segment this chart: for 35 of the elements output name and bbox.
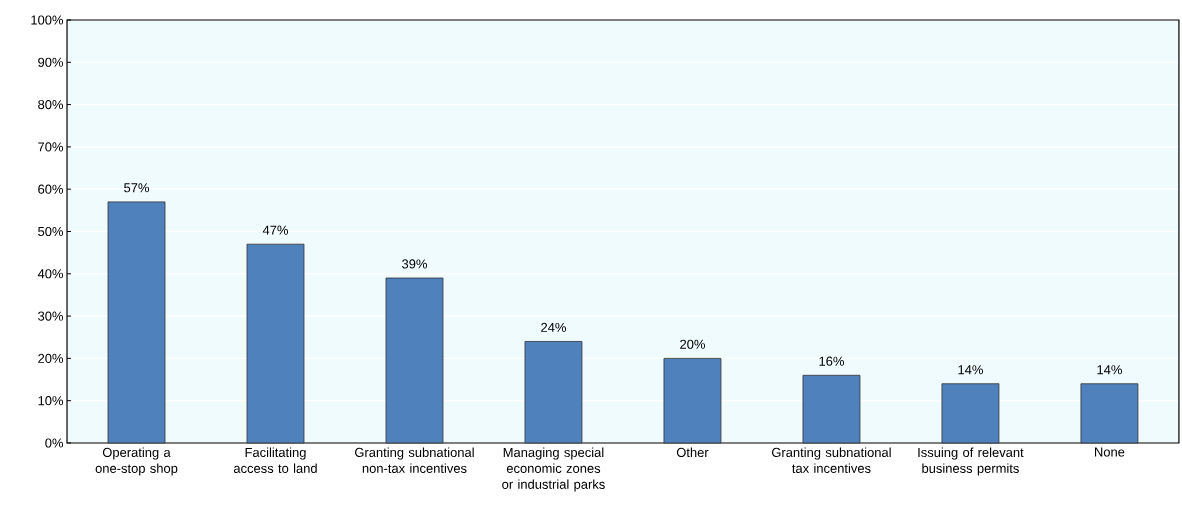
data-label: 24% — [541, 322, 566, 332]
data-label: 16% — [819, 356, 844, 366]
bar — [246, 243, 305, 444]
bar — [385, 277, 444, 444]
bar — [524, 341, 583, 444]
bar — [107, 201, 166, 444]
bar — [802, 374, 861, 444]
x-tick-label: Facilitating access to land — [233, 447, 317, 473]
bar — [1080, 383, 1139, 444]
data-label: 39% — [402, 259, 427, 269]
data-label: 20% — [680, 339, 705, 349]
bar — [941, 383, 1000, 444]
y-tick-label: 30% — [38, 311, 64, 321]
y-tick-label: 90% — [38, 57, 64, 67]
y-tick-label: 60% — [38, 184, 64, 194]
x-tick-label: None — [1095, 447, 1125, 457]
x-tick-label: Issuing of relevant business permits — [918, 447, 1024, 476]
x-tick-label: Granting subnational non-tax incentives — [355, 447, 474, 473]
y-tick-label: 80% — [38, 100, 64, 110]
y-tick-label: 0% — [45, 438, 64, 448]
y-tick-label: 10% — [38, 396, 64, 406]
data-label: 14% — [1097, 365, 1122, 375]
data-label: 47% — [262, 225, 288, 235]
x-tick-label: Other — [676, 447, 709, 458]
x-tick-label: Managing special economic zones or industrial parks — [502, 447, 605, 492]
y-tick-label: 70% — [38, 142, 64, 152]
y-tick-label: 50% — [38, 226, 64, 237]
data-label: 14% — [958, 365, 983, 375]
y-tick-label: 40% — [37, 269, 64, 279]
x-tick-label: Granting subnational tax incentives — [771, 447, 891, 473]
data-label: 57% — [124, 183, 150, 193]
x-tick-label: Operating a one-stop shop — [95, 447, 178, 476]
y-tick-label: 100% — [31, 15, 64, 25]
y-tick-label: 20% — [38, 353, 64, 363]
bar — [663, 357, 722, 444]
